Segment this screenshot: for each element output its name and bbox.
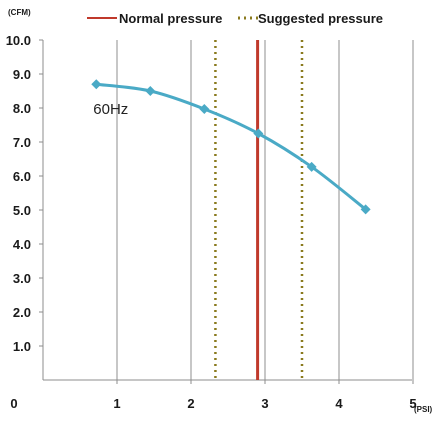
y-tick-label: 1.0 — [13, 339, 31, 354]
y-tick-label: 9.0 — [13, 67, 31, 82]
data-point — [253, 128, 264, 139]
x-axis-unit-label: (PSI) — [414, 405, 433, 414]
x-tick-label: 4 — [335, 396, 343, 411]
x-tick-label: 3 — [261, 396, 268, 411]
y-tick-label: 8.0 — [13, 101, 31, 116]
chart-legend: Normal pressure Suggested pressure — [87, 11, 383, 26]
chart-axes — [39, 39, 414, 384]
legend-label-normal-pressure: Normal pressure — [119, 11, 222, 26]
y-tick-label: 3.0 — [13, 271, 31, 286]
y-tick-label: 2.0 — [13, 305, 31, 320]
series-line-60hz — [94, 82, 368, 211]
x-tick-label: 1 — [113, 396, 120, 411]
y-tick-label: 6.0 — [13, 169, 31, 184]
reference-lines — [214, 40, 304, 380]
y-tick-label: 10.0 — [6, 33, 31, 48]
y-tick-label: 4.0 — [13, 237, 31, 252]
data-point — [306, 161, 317, 172]
data-point — [145, 86, 156, 96]
data-series — [91, 79, 371, 215]
series-annotation-60hz: 60Hz — [93, 101, 128, 118]
vertical-gridlines — [116, 40, 414, 380]
y-axis-unit-label: (CFM) — [8, 8, 31, 17]
y-tick-label: 5.0 — [13, 203, 31, 218]
legend-label-suggested-pressure: Suggested pressure — [258, 11, 383, 26]
data-point — [91, 79, 102, 90]
y-tick-label: 7.0 — [13, 135, 31, 150]
x-tick-label: 2 — [187, 396, 194, 411]
x-tick-label: 5 — [409, 396, 416, 411]
data-point — [199, 104, 210, 115]
x-tick-label: 0 — [10, 396, 17, 411]
tick-labels: 1.0 2.0 3.0 4.0 5.0 6.0 7.0 8.0 9.0 10.0 0 1 2 3 4 5 — [6, 33, 417, 411]
data-point — [360, 204, 371, 215]
